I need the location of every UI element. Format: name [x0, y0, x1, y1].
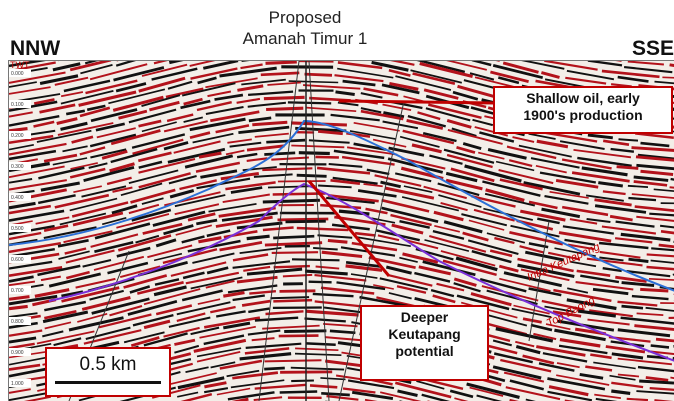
seismic-reflector	[670, 187, 674, 188]
seismic-reflector	[297, 175, 327, 176]
time-tick-label: 0.200	[11, 133, 24, 139]
seismic-reflector	[671, 179, 674, 180]
seismic-reflector	[264, 97, 305, 98]
time-tick-label: 0.700	[11, 288, 24, 294]
seismic-reflector	[321, 393, 350, 395]
seismic-reflector	[305, 74, 333, 75]
seismic-reflector	[261, 73, 300, 75]
time-tick-label: 0.000	[11, 71, 24, 77]
seismic-reflector	[279, 336, 319, 337]
seismic-reflector	[659, 245, 674, 247]
time-tick-label: 0.800	[11, 319, 24, 325]
shallow-callout-line2: 1900's production	[495, 107, 671, 124]
seismic-reflector	[670, 65, 674, 66]
time-tick-label: 0.300	[11, 164, 24, 170]
seismic-reflector	[328, 241, 348, 243]
shallow-pointer-line	[339, 101, 494, 103]
time-tick-label: 0.100	[11, 102, 24, 108]
time-tick-label: 0.500	[11, 226, 24, 232]
seismic-reflector	[662, 77, 674, 78]
seismic-reflector	[278, 219, 329, 220]
seismic-reflector	[617, 167, 639, 169]
seismic-reflector	[670, 378, 674, 379]
seismic-reflector	[264, 368, 285, 369]
seismic-reflector	[270, 297, 309, 298]
seismic-reflector	[309, 282, 332, 283]
seismic-reflector	[266, 62, 297, 63]
time-tick-label: 1.000	[11, 381, 24, 387]
seismic-reflector	[280, 291, 316, 292]
time-tick-label: 0.900	[11, 350, 24, 356]
seismic-reflector	[656, 339, 674, 341]
seismic-reflector	[266, 108, 303, 109]
seismic-reflector	[9, 129, 28, 131]
seismic-reflector	[263, 200, 320, 202]
proposed-well-label: Proposed Amanah Timur 1	[210, 7, 400, 49]
seismic-reflector	[291, 381, 314, 382]
seismic-reflector	[273, 193, 326, 194]
twt-axis-label: TWT	[10, 60, 30, 70]
deeper-potential-callout: Deeper Keutapang potential	[360, 305, 489, 381]
deeper-callout-line1: Deeper	[362, 309, 487, 326]
seismic-reflector	[273, 236, 314, 238]
scale-bar-line	[55, 381, 161, 384]
shallow-callout-line1: Shallow oil, early	[495, 90, 671, 107]
seismic-reflector	[272, 252, 318, 253]
shallow-oil-callout: Shallow oil, early 1900's production	[493, 86, 673, 134]
time-tick-label: 0.600	[11, 257, 24, 263]
seismic-reflector	[265, 360, 322, 361]
seismic-reflector	[661, 231, 674, 233]
sse-direction-label: SSE	[632, 37, 674, 61]
seismic-reflector	[264, 153, 295, 155]
scale-bar: 0.5 km	[45, 347, 171, 397]
seismic-reflector	[619, 139, 639, 140]
deeper-callout-line2: Keutapang	[362, 326, 487, 343]
deeper-callout-line3: potential	[362, 343, 487, 360]
seismic-reflector	[306, 343, 336, 344]
scale-bar-label: 0.5 km	[47, 354, 169, 376]
seismic-reflector	[292, 259, 340, 260]
seismic-reflector	[316, 157, 339, 158]
seismic-reflector	[330, 331, 356, 333]
time-tick-label: 0.400	[11, 195, 24, 201]
well-label-line2: Amanah Timur 1	[210, 28, 400, 49]
seismic-reflector	[299, 61, 334, 62]
well-label-line1: Proposed	[210, 7, 400, 28]
seismic-reflector	[640, 289, 668, 291]
header: Proposed Amanah Timur 1 NNW SSE	[0, 0, 674, 62]
nnw-direction-label: NNW	[10, 37, 60, 61]
seismic-reflector	[280, 392, 318, 393]
seismic-reflector	[274, 266, 310, 267]
